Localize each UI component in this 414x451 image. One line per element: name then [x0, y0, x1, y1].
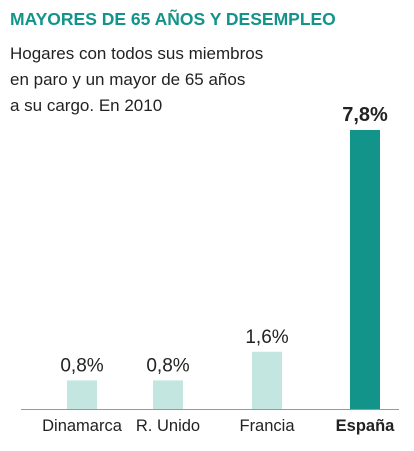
value-label: 7,8% — [342, 104, 388, 126]
chart-title: MAYORES DE 65 AÑOS Y DESEMPLEO — [10, 9, 336, 29]
value-label: 0,8% — [60, 355, 103, 376]
value-label: 0,8% — [146, 355, 189, 376]
value-label: 1,6% — [245, 327, 288, 348]
chart-subtitle: Hogares con todos sus miembros en paro y… — [10, 41, 310, 119]
category-label: Dinamarca — [42, 417, 123, 435]
subtitle-line: en paro y un mayor de 65 años — [10, 70, 246, 89]
bar-r-unido — [153, 380, 183, 409]
subtitle-line: a su cargo. En 2010 — [10, 96, 163, 115]
bar-españa — [350, 130, 380, 409]
bar-francia — [252, 351, 282, 409]
category-label: R. Unido — [136, 417, 200, 435]
category-label: Francia — [239, 417, 295, 435]
bar-dinamarca — [67, 380, 97, 409]
subtitle-line: Hogares con todos sus miembros — [10, 44, 264, 63]
category-label: España — [336, 417, 396, 435]
